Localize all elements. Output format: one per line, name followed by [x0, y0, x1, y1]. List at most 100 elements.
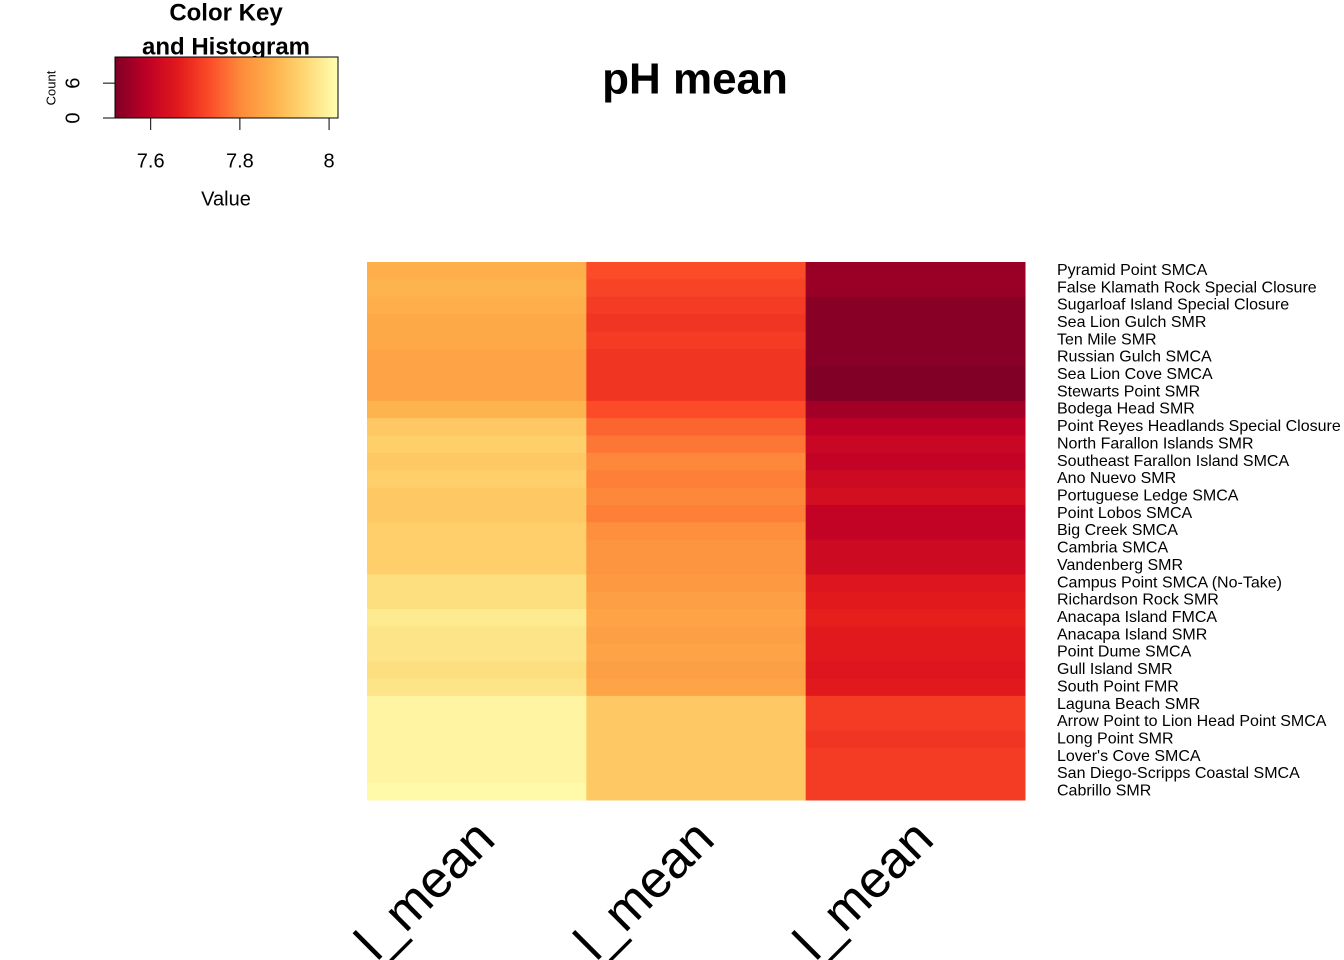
heatmap-cell — [367, 435, 587, 454]
heatmap-cell — [586, 557, 807, 575]
heatmap-cell — [805, 452, 1026, 471]
key-x-tick-label: 7.8 — [226, 150, 254, 172]
heatmap-cell — [805, 678, 1026, 697]
heatmap-cell — [805, 435, 1026, 454]
heatmap-cell — [805, 348, 1026, 367]
heatmap-cell — [805, 279, 1026, 298]
row-label: Point Reyes Headlands Special Closure — [1057, 418, 1341, 435]
heatmap-cell — [367, 539, 587, 558]
heatmap-cell — [367, 609, 587, 627]
heatmap-cell — [367, 574, 587, 593]
row-label: North Farallon Islands SMR — [1057, 435, 1254, 452]
row-label: San Diego-Scripps Coastal SMCA — [1057, 765, 1300, 782]
heatmap-cell — [805, 470, 1026, 489]
heatmap-cell — [367, 314, 587, 332]
row-label: False Klamath Rock Special Closure — [1057, 279, 1317, 296]
heatmap-cell — [805, 366, 1026, 384]
row-label: Gull Island SMR — [1057, 661, 1173, 678]
row-label: Sugarloaf Island Special Closure — [1057, 297, 1289, 314]
row-label: Ten Mile SMR — [1057, 331, 1157, 348]
chart-title: pH mean — [602, 55, 788, 104]
heatmap-cell — [805, 609, 1026, 627]
heatmap-cell — [586, 314, 807, 332]
heatmap-cell — [367, 522, 587, 541]
heatmap-cell — [586, 452, 807, 471]
heatmap-cell — [805, 262, 1026, 280]
heatmap-cell — [586, 400, 807, 419]
heatmap-cell — [805, 713, 1026, 732]
heatmap-cell — [367, 331, 587, 350]
heatmap-cell — [805, 539, 1026, 558]
heatmap-cell — [367, 470, 587, 489]
heatmap-cell — [805, 504, 1026, 523]
heatmap-cell — [586, 262, 807, 280]
heatmap-cell — [367, 643, 587, 662]
heatmap-cell — [586, 678, 807, 697]
heatmap-cell — [805, 765, 1026, 784]
key-y-tick-label: 6 — [62, 78, 84, 89]
heatmap-cell — [805, 747, 1026, 766]
heatmap-cell — [367, 279, 587, 298]
heatmap-cell — [805, 383, 1026, 402]
heatmap-cell — [367, 626, 587, 645]
heatmap-cell — [367, 418, 587, 437]
heatmap-cell — [805, 557, 1026, 575]
row-label: Cambria SMCA — [1057, 540, 1168, 557]
key-x-tick-label: 7.6 — [137, 150, 165, 172]
heatmap-cell — [586, 782, 807, 801]
row-label: Laguna Beach SMR — [1057, 696, 1200, 713]
heatmap-cell — [586, 435, 807, 454]
heatmap-cell — [805, 418, 1026, 437]
row-label: Anacapa Island SMR — [1057, 626, 1207, 643]
heatmap-cell — [586, 279, 807, 298]
heatmap-cell — [367, 782, 587, 801]
column-label: l_mean — [783, 809, 945, 960]
heatmap-cell — [586, 470, 807, 489]
heatmap-cell — [367, 366, 587, 384]
row-label: South Point FMR — [1057, 678, 1179, 695]
row-label: Point Dume SMCA — [1057, 644, 1192, 661]
heatmap-cell — [805, 782, 1026, 801]
heatmap-cell — [367, 747, 587, 766]
row-label: Richardson Rock SMR — [1057, 592, 1219, 609]
heatmap-cell — [805, 730, 1026, 749]
heatmap-cell — [805, 695, 1026, 714]
heatmap-cell — [367, 452, 587, 471]
heatmap-cell — [805, 661, 1026, 680]
heatmap-cell — [367, 678, 587, 697]
heatmap-cell — [367, 591, 587, 610]
heatmap-cell — [586, 418, 807, 437]
heatmap-cell — [367, 296, 587, 315]
heatmap-cell — [805, 643, 1026, 662]
heatmap-cell — [367, 487, 587, 506]
row-label: Vandenberg SMR — [1057, 557, 1183, 574]
heatmap-cell — [586, 296, 807, 315]
heatmap-cell — [805, 487, 1026, 506]
key-title: and Histogram — [142, 33, 310, 60]
heatmap-cell — [367, 661, 587, 680]
heatmap-cell — [586, 383, 807, 402]
heatmap-cell — [586, 765, 807, 784]
row-label: Lover's Cove SMCA — [1057, 748, 1201, 765]
heatmap-cell — [586, 695, 807, 714]
heatmap-cell — [805, 314, 1026, 332]
heatmap-cell — [805, 626, 1026, 645]
heatmap-cell — [805, 574, 1026, 593]
heatmap-cell — [367, 262, 587, 280]
row-label: Stewarts Point SMR — [1057, 383, 1200, 400]
heatmap-cell — [586, 730, 807, 749]
heatmap-cell — [586, 539, 807, 558]
heatmap-cell — [586, 626, 807, 645]
heatmap-cell — [367, 504, 587, 523]
heatmap-cell — [586, 504, 807, 523]
heatmap-cell — [586, 643, 807, 662]
row-label: Sea Lion Cove SMCA — [1057, 366, 1213, 383]
heatmap-cell — [586, 348, 807, 367]
heatmap-cell — [586, 331, 807, 350]
row-label: Pyramid Point SMCA — [1057, 262, 1208, 279]
heatmap-cell — [805, 591, 1026, 610]
heatmap-cell — [586, 366, 807, 384]
row-label: Bodega Head SMR — [1057, 401, 1195, 418]
heatmap-cell — [805, 522, 1026, 541]
row-label: Arrow Point to Lion Head Point SMCA — [1057, 713, 1327, 730]
